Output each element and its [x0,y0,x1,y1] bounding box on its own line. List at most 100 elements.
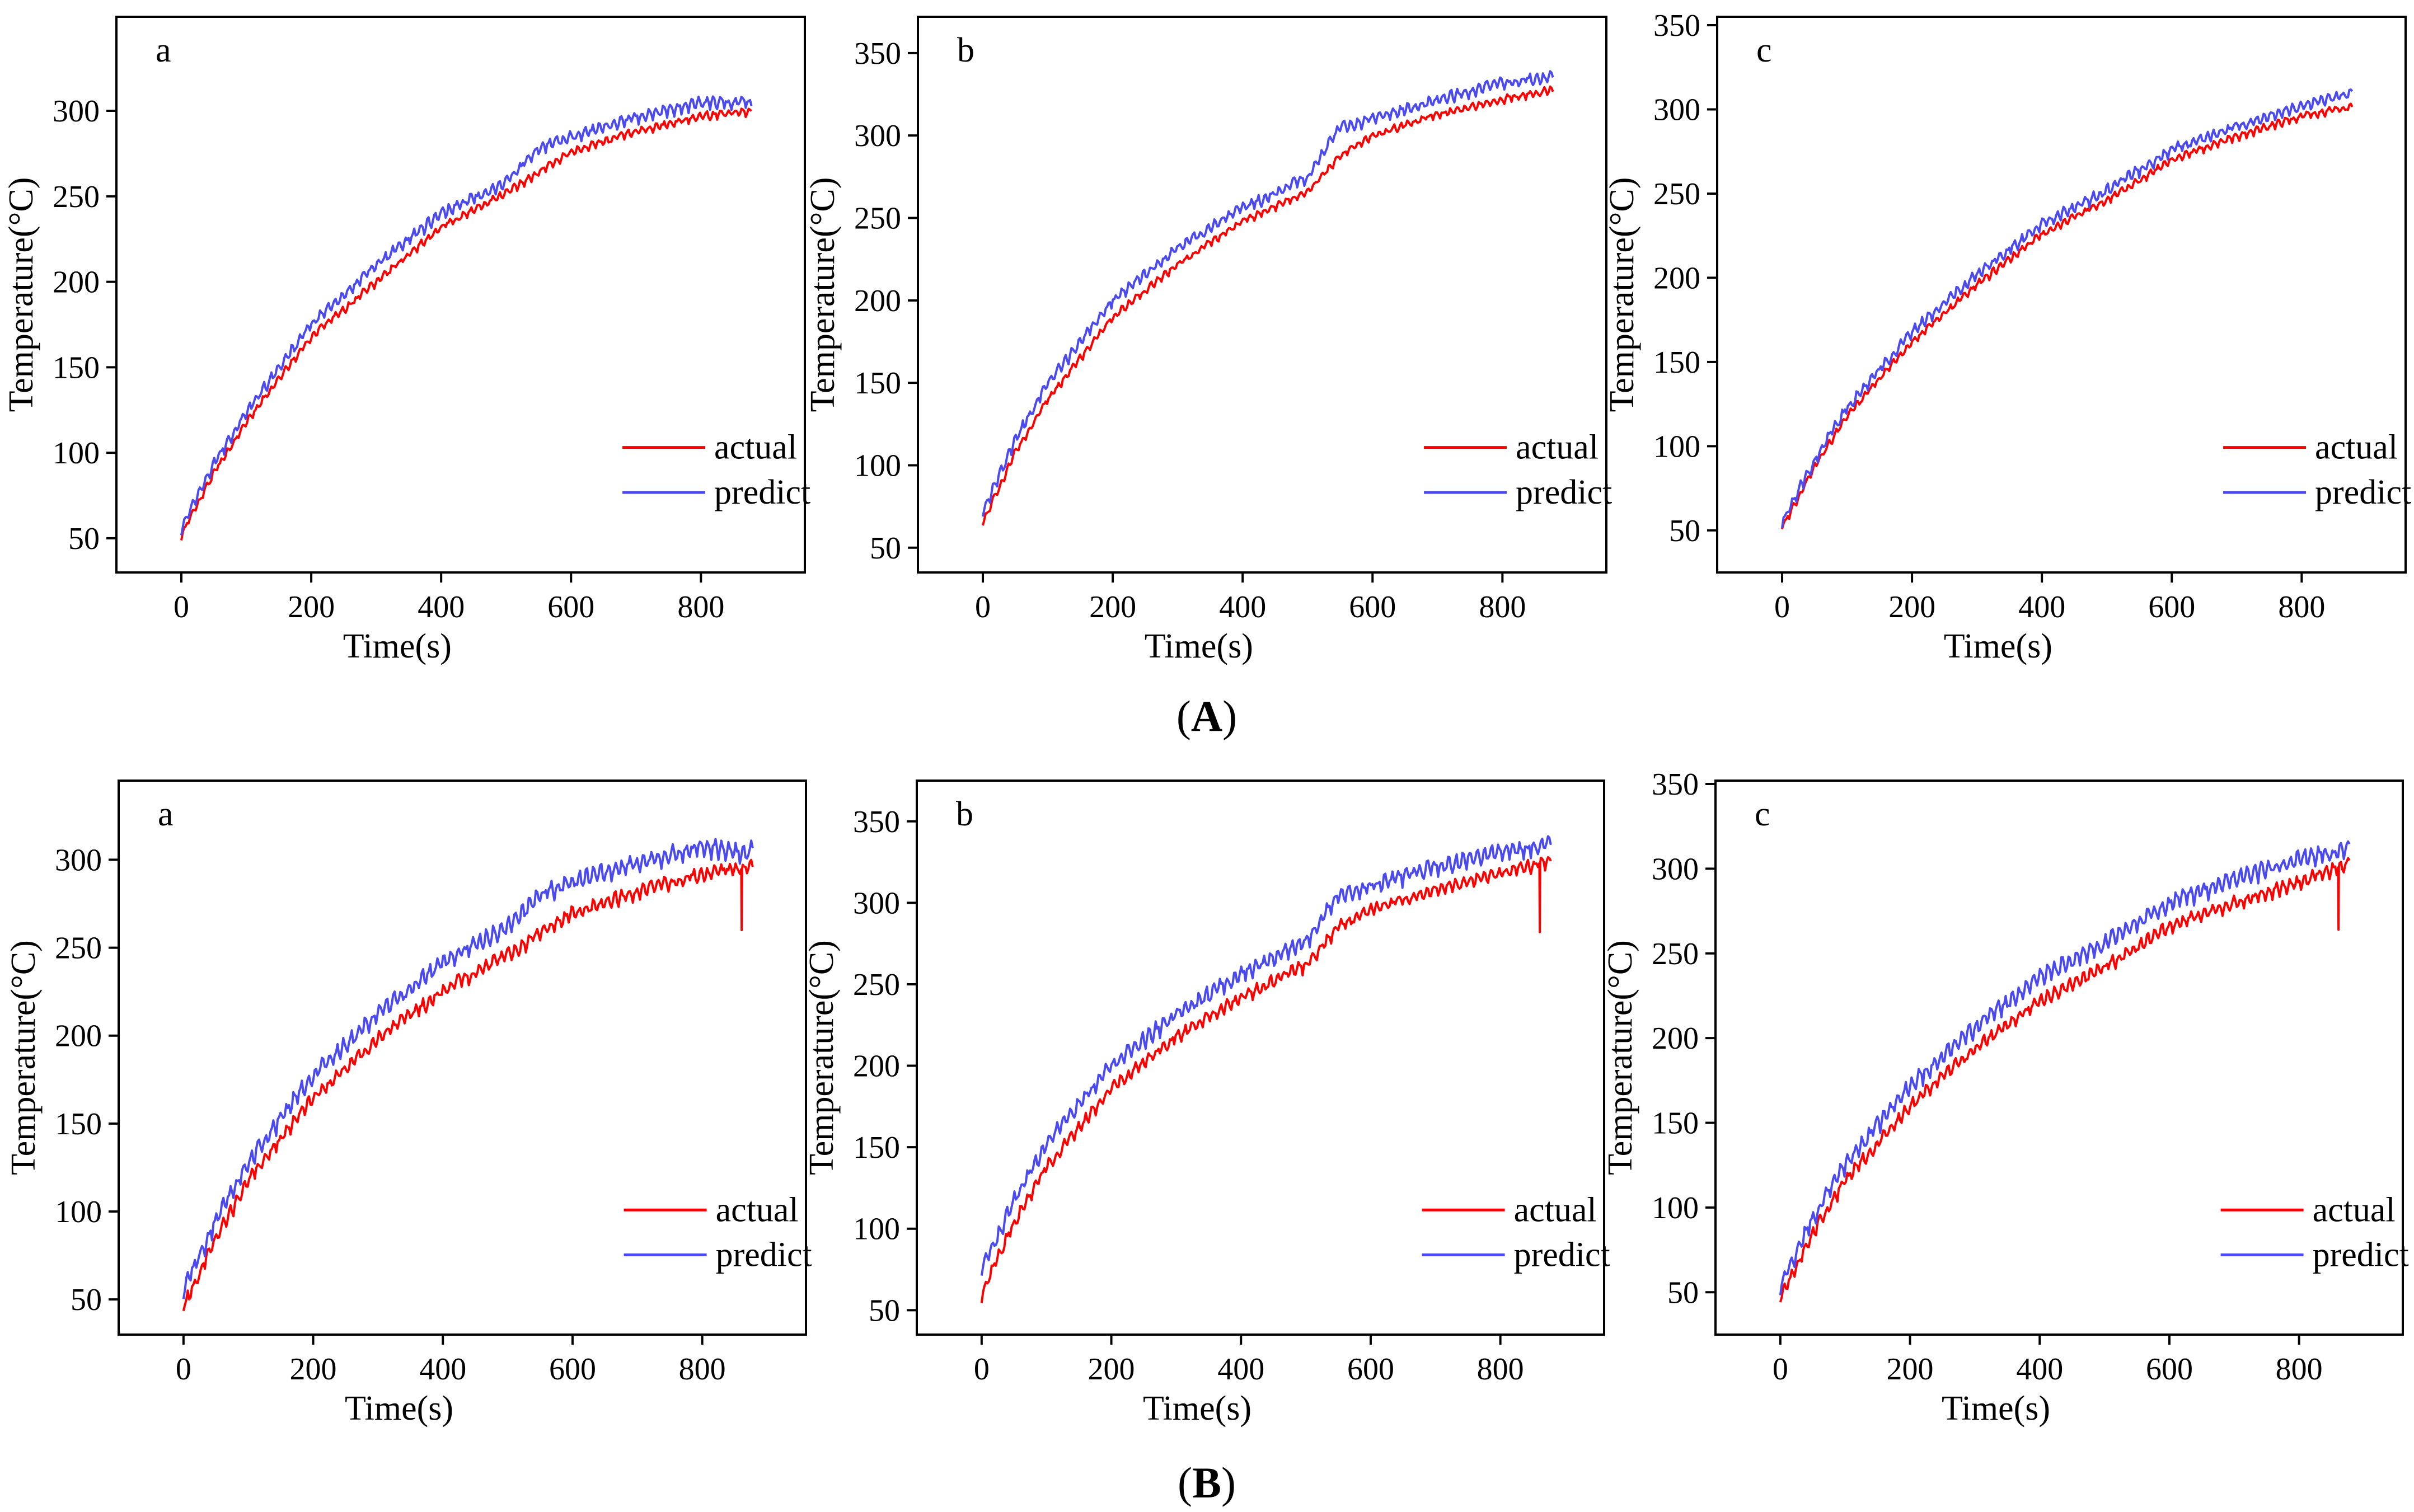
legend-label-predict: predict [1514,1236,1610,1274]
y-tick-label: 300 [853,886,900,921]
y-axis-label: Temperature(°C) [803,940,841,1175]
x-tick-label: 400 [2016,1352,2063,1387]
y-tick-label: 300 [53,94,100,129]
row-label-A: (A) [1176,692,1237,740]
x-tick-label: 200 [290,1352,337,1387]
y-tick-label: 300 [1653,93,1700,128]
legend: actual predict [1424,429,1612,511]
panels-container: 0 200 400 600 800 50 100 150 200 250 300 Time(s) Tem… [2,8,2411,1428]
series-line-actual-A-a [180,107,752,541]
legend-label-actual: actual [1514,1191,1597,1229]
legend-label-predict: predict [1516,473,1612,511]
plot-frame [1714,780,2404,1336]
y-tick-label: 50 [870,531,901,566]
x-tick-label: 600 [1349,590,1396,624]
series-line-actual-B-b [980,856,1552,1303]
x-tick-label: 200 [288,590,335,624]
series-line-predict-B-b [980,835,1552,1276]
y-axis-label: Temperature(°C) [2,177,40,412]
legend-label-predict: predict [714,473,810,511]
series-line-predict-A-b [982,70,1554,517]
legend: actual predict [2223,429,2411,511]
x-tick-label: 400 [419,1352,466,1387]
x-tick-label: 400 [1217,1352,1264,1387]
x-axis-label: Time(s) [343,627,452,665]
y-tick-label: 250 [854,201,901,236]
legend-label-actual: actual [1516,429,1599,467]
x-tick-label: 400 [418,590,465,624]
row-label-A-letter: A [1191,692,1222,740]
legend-label-predict: predict [2313,1236,2409,1274]
y-tick-label: 150 [854,366,901,401]
row-label-B: (B) [1178,1458,1236,1507]
series-line-actual-B-c [1779,857,2351,1303]
row-label-B-letter: B [1192,1458,1221,1507]
series-line-actual-A-c [1781,102,2354,530]
x-tick-label: 0 [174,590,189,624]
y-tick-label: 100 [853,1212,900,1247]
legend: actual predict [622,429,810,511]
series-line-actual-B-a [182,858,754,1312]
row-label-B-open: ( [1178,1458,1192,1507]
y-tick-label: 250 [55,931,102,966]
x-tick-label: 0 [975,590,991,624]
y-tick-label: 200 [853,1049,900,1084]
y-tick-label: 100 [854,448,901,483]
legend-label-actual: actual [2315,429,2398,467]
legend-label-predict: predict [2315,473,2411,511]
series-line-predict-B-c [1779,840,2351,1295]
chart-panel-B-b: 0 200 400 600 800 50 100 150 200 250 300 350 Time(s)… [803,780,1610,1428]
series-line-predict-B-a [182,838,754,1299]
legend-label-actual: actual [714,429,797,467]
x-axis-label: Time(s) [1944,627,2052,665]
y-tick-label: 350 [854,36,901,71]
chart-panel-B-a: 0 200 400 600 800 50 100 150 200 250 300 Time(s) Tem… [4,780,812,1428]
legend-label-actual: actual [2313,1191,2396,1229]
y-tick-label: 200 [1653,261,1700,295]
x-axis-label: Time(s) [345,1389,453,1428]
x-axis-label: Time(s) [1145,627,1253,665]
x-tick-label: 0 [176,1352,191,1387]
y-tick-label: 50 [1667,1275,1699,1310]
y-tick-label: 100 [1653,429,1700,464]
x-tick-label: 0 [974,1352,990,1387]
y-axis-label: Temperature(°C) [804,177,842,412]
x-tick-label: 200 [1888,590,1935,624]
y-tick-label: 100 [53,436,100,471]
y-tick-label: 150 [1652,1106,1699,1141]
y-tick-label: 50 [869,1293,900,1328]
y-tick-label: 100 [1652,1191,1699,1225]
y-tick-label: 150 [1653,345,1700,380]
series-line-predict-A-a [180,95,753,536]
y-tick-label: 350 [1652,767,1699,802]
panel-label: a [156,31,171,69]
x-tick-label: 400 [2018,590,2065,624]
x-tick-label: 400 [1219,590,1266,624]
x-axis-label: Time(s) [1942,1389,2050,1428]
x-axis-label: Time(s) [1143,1389,1251,1428]
x-tick-label: 600 [2146,1352,2193,1387]
plot-frame [916,780,1605,1336]
panel-label: a [158,795,174,833]
legend: actual predict [2220,1191,2409,1274]
y-tick-label: 200 [854,284,901,318]
y-axis-label: Temperature(°C) [1603,177,1641,412]
y-tick-label: 350 [1653,8,1700,43]
x-tick-label: 800 [1479,590,1526,624]
x-tick-label: 800 [679,1352,726,1387]
panel-label: c [1755,795,1770,833]
y-tick-label: 300 [1652,852,1699,886]
x-tick-label: 0 [1774,590,1790,624]
y-tick-label: 300 [854,119,901,153]
y-tick-label: 250 [1653,177,1700,212]
y-tick-label: 200 [55,1019,102,1054]
y-axis-label: Temperature(°C) [4,940,43,1175]
y-tick-label: 50 [68,522,100,556]
x-tick-label: 800 [1477,1352,1524,1387]
y-tick-label: 250 [1652,937,1699,971]
legend-label-actual: actual [716,1191,799,1229]
panel-label: b [956,795,973,833]
row-label-A-close: ) [1222,692,1237,740]
chart-panel-A-b: 0 200 400 600 800 50 100 150 200 250 300 350 Time(s)… [804,16,1612,665]
